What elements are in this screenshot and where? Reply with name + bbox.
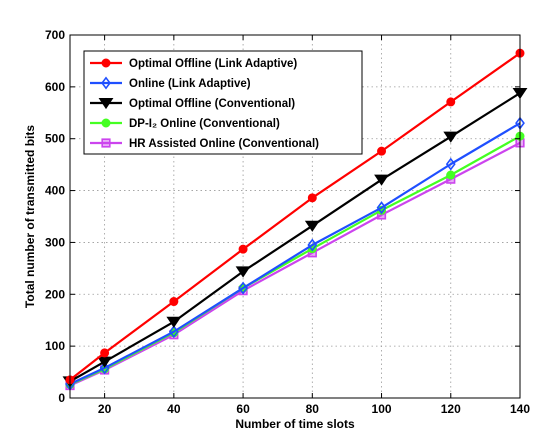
data-point — [307, 193, 317, 203]
x-tick-label: 40 — [167, 402, 181, 416]
legend-marker — [101, 76, 111, 90]
series-line — [69, 92, 521, 383]
legend-marker — [98, 97, 114, 110]
x-tick-label: 100 — [372, 402, 392, 416]
y-tick-label: 100 — [45, 339, 65, 353]
legend-label: DP-I₂ Online (Conventional) — [129, 118, 280, 130]
data-point — [377, 146, 387, 156]
data-point — [443, 131, 459, 143]
data-point — [100, 348, 110, 358]
legend-item: Online (Link Adaptive) — [90, 76, 251, 90]
legend-label: Optimal Offline (Link Adaptive) — [129, 58, 297, 70]
plot-frame — [69, 34, 521, 399]
legend-label: Optimal Offline (Conventional) — [129, 98, 295, 110]
legend-marker — [101, 118, 111, 128]
data-point — [445, 157, 456, 171]
x-axis-title: Number of time slots — [235, 417, 355, 431]
legend-box — [83, 50, 363, 155]
x-tick-label: 20 — [98, 402, 112, 416]
legend: Optimal Offline (Link Adaptive) Online (L… — [83, 50, 363, 155]
y-tick-label: 600 — [45, 80, 65, 94]
series-line — [69, 122, 521, 385]
series-layer — [62, 48, 528, 391]
legend-item: DP-I₂ Online (Conventional) — [90, 118, 280, 130]
data-point — [235, 266, 251, 278]
series-1 — [65, 116, 525, 391]
x-tick-label: 120 — [441, 402, 461, 416]
data-point — [376, 201, 387, 215]
axis-ticks: 20 40 60 80 100 120 140 0 100 200 300 400 500 600 700 — [45, 28, 530, 416]
series-line — [69, 52, 521, 381]
series-2 — [62, 88, 528, 388]
x-tick-label: 140 — [510, 402, 530, 416]
y-tick-label: 500 — [45, 132, 65, 146]
data-point — [446, 97, 456, 107]
y-tick-label: 300 — [45, 235, 65, 249]
y-tick-label: 400 — [45, 184, 65, 198]
y-tick-label: 200 — [45, 287, 65, 301]
legend-item: HR Assisted Online (Conventional) — [90, 138, 319, 150]
data-point — [99, 361, 110, 375]
x-tick-label: 80 — [306, 402, 320, 416]
data-point — [169, 297, 179, 307]
legend-item: Optimal Offline (Link Adaptive) — [90, 58, 297, 70]
x-tick-label: 60 — [236, 402, 250, 416]
data-point — [238, 244, 248, 254]
y-tick-label: 0 — [58, 391, 65, 405]
y-axis-title: Total number of transmitted bits — [23, 125, 37, 308]
legend-item: Optimal Offline (Conventional) — [90, 97, 295, 110]
legend-marker — [101, 58, 111, 68]
legend-marker — [101, 138, 111, 148]
data-point — [166, 316, 182, 328]
data-point — [307, 238, 318, 252]
legend-label: Online (Link Adaptive) — [129, 78, 251, 90]
data-point — [374, 174, 389, 186]
y-tick-label: 700 — [45, 28, 65, 42]
data-point — [446, 170, 456, 180]
data-point — [168, 325, 179, 339]
legend-label: HR Assisted Online (Conventional) — [129, 138, 319, 150]
data-point — [304, 220, 320, 232]
data-point — [238, 281, 248, 295]
